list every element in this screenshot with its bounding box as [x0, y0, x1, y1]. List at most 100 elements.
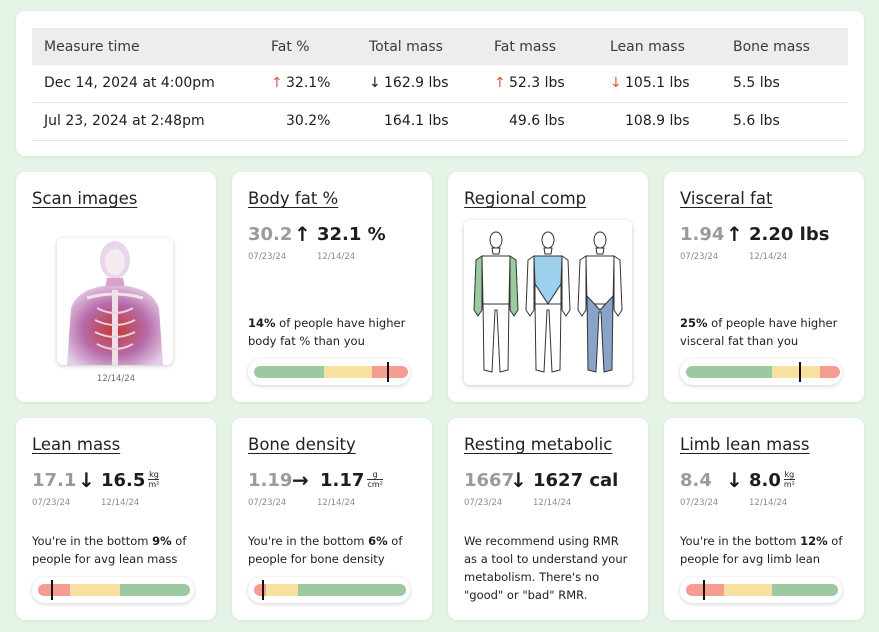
card-title[interactable]: Lean mass — [32, 435, 121, 454]
current-value: 1.17 g cm² — [320, 470, 383, 491]
row-bone-mass: 5.5 lbs — [733, 75, 780, 91]
gauge-yellow — [266, 584, 298, 596]
gauge-yellow — [70, 584, 120, 596]
body-fat-card[interactable]: Body fat % 30.2 ↑ 32.1 % 07/23/24 12/14/… — [232, 172, 432, 402]
resting-metabolic-card[interactable]: Resting metabolic 1667 ↓ 1627 cal 07/23/… — [448, 418, 648, 620]
gauge-red — [820, 366, 840, 378]
arrow-down-icon: ↓ — [369, 75, 381, 91]
row-bone-mass: 5.6 lbs — [733, 113, 780, 129]
measurement-table-card: Measure time Fat % Total mass Fat mass L… — [16, 11, 864, 156]
current-date: 12/14/24 — [317, 252, 356, 262]
rmr-description: We recommend using RMR as a tool to unde… — [464, 534, 628, 602]
unit-label: kg m² — [783, 470, 795, 489]
regional-thumbnail[interactable] — [464, 220, 632, 385]
arrow-up-icon: ↑ — [294, 222, 311, 246]
previous-value: 1.19 — [248, 470, 293, 491]
header-lean-mass: Lean mass — [610, 38, 685, 55]
header-fat-pct: Fat % — [271, 38, 310, 55]
card-title[interactable]: Resting metabolic — [464, 435, 613, 454]
row-fat-pct: 30.2% — [286, 113, 331, 129]
previous-date: 07/23/24 — [680, 498, 719, 508]
previous-date: 07/23/24 — [464, 498, 503, 508]
gauge-green — [120, 584, 190, 596]
arrow-down-icon: ↓ — [510, 468, 527, 492]
current-date: 12/14/24 — [317, 498, 356, 508]
gauge-yellow — [772, 366, 820, 378]
card-title[interactable]: Body fat % — [248, 189, 339, 208]
row-total-mass: 162.9 lbs — [384, 75, 449, 91]
gauge-marker — [799, 362, 801, 382]
row-lean-mass: 105.1 lbs — [625, 75, 690, 91]
table-row[interactable]: Dec 14, 2024 at 4:00pm ↑ 32.1% ↓ 162.9 lbs… — [32, 64, 848, 103]
gauge-yellow — [724, 584, 772, 596]
gauge-green — [686, 366, 772, 378]
previous-date: 07/23/24 — [248, 498, 287, 508]
header-total-mass: Total mass — [369, 38, 443, 55]
arrow-up-icon: ↑ — [726, 222, 743, 246]
current-date: 12/14/24 — [749, 252, 788, 262]
current-date: 12/14/24 — [533, 498, 572, 508]
gauge-red — [38, 584, 70, 596]
previous-date: 07/23/24 — [680, 252, 719, 262]
header-bone-mass: Bone mass — [733, 38, 810, 55]
bone-density-card[interactable]: Bone density 1.19 → 1.17 g cm² 07/23/24 12… — [232, 418, 432, 620]
current-date: 12/14/24 — [101, 498, 140, 508]
table-header: Measure time Fat % Total mass Fat mass L… — [32, 28, 848, 65]
header-fat-mass: Fat mass — [494, 38, 557, 55]
current-value: 8.0 kg m² — [749, 470, 795, 491]
gauge-red — [254, 584, 266, 596]
unit-label: kg m² — [148, 470, 160, 489]
previous-value: 30.2 — [248, 224, 293, 245]
card-title[interactable]: Bone density — [248, 435, 356, 454]
previous-date: 07/23/24 — [248, 252, 287, 262]
percentile-gauge — [248, 359, 410, 385]
gauge-marker — [262, 580, 265, 600]
arrow-down-icon: ↓ — [726, 468, 743, 492]
regional-comp-card[interactable]: Regional comp — [448, 172, 648, 402]
row-fat-pct: 32.1% — [286, 75, 331, 91]
body-scan-image — [67, 241, 163, 365]
current-date: 12/14/24 — [749, 498, 788, 508]
scan-images-card[interactable]: Scan images 12/14/24 — [16, 172, 216, 402]
gauge-green — [254, 366, 324, 378]
percentile-gauge — [32, 577, 194, 603]
unit-label: g cm² — [367, 470, 383, 489]
card-title[interactable]: Visceral fat — [680, 189, 773, 208]
row-fat-mass: 52.3 lbs — [509, 75, 565, 91]
card-title[interactable]: Regional comp — [464, 189, 587, 208]
lean-mass-card[interactable]: Lean mass 17.1 ↓ 16.5 kg m² 07/23/24 12/14… — [16, 418, 216, 620]
gauge-marker — [50, 580, 53, 600]
percentile-description: You're in the bottom 12% of people for a… — [680, 534, 843, 566]
percentile-gauge — [680, 577, 842, 603]
percentile-gauge — [680, 359, 842, 385]
scan-date: 12/14/24 — [96, 374, 136, 384]
arrow-up-icon: ↑ — [271, 75, 283, 91]
limb-lean-mass-card[interactable]: Limb lean mass 8.4 ↓ 8.0 kg m² 07/23/24 12… — [664, 418, 864, 620]
row-fat-mass: 49.6 lbs — [509, 113, 565, 129]
gauge-yellow — [324, 366, 372, 378]
arrow-down-icon: ↓ — [78, 468, 95, 492]
gauge-red — [372, 366, 408, 378]
visceral-fat-card[interactable]: Visceral fat 1.94 ↑ 2.20 lbs 07/23/24 12… — [664, 172, 864, 402]
row-time: Jul 23, 2024 at 2:48pm — [44, 113, 205, 129]
scan-thumbnail[interactable] — [57, 238, 173, 365]
percentile-gauge — [248, 577, 410, 603]
current-value: 2.20 lbs — [749, 224, 830, 245]
gauge-marker — [386, 362, 389, 382]
table-row[interactable]: Jul 23, 2024 at 2:48pm 30.2% 164.1 lbs 4… — [32, 102, 848, 141]
current-value: 16.5 kg m² — [101, 470, 160, 491]
arrow-right-icon: → — [292, 468, 309, 492]
previous-value: 1667 — [464, 470, 515, 491]
card-title[interactable]: Scan images — [32, 189, 138, 208]
arrow-down-icon: ↓ — [610, 75, 622, 91]
previous-value: 17.1 — [32, 470, 77, 491]
gauge-green — [772, 584, 838, 596]
row-time: Dec 14, 2024 at 4:00pm — [44, 75, 215, 91]
current-value: 1627 cal — [533, 470, 619, 491]
arrow-up-icon: ↑ — [494, 75, 506, 91]
card-title[interactable]: Limb lean mass — [680, 435, 810, 454]
row-total-mass: 164.1 lbs — [384, 113, 449, 129]
gauge-green — [298, 584, 406, 596]
current-value: 32.1 % — [317, 224, 386, 245]
percentile-description: You're in the bottom 9% of people for av… — [32, 534, 187, 566]
